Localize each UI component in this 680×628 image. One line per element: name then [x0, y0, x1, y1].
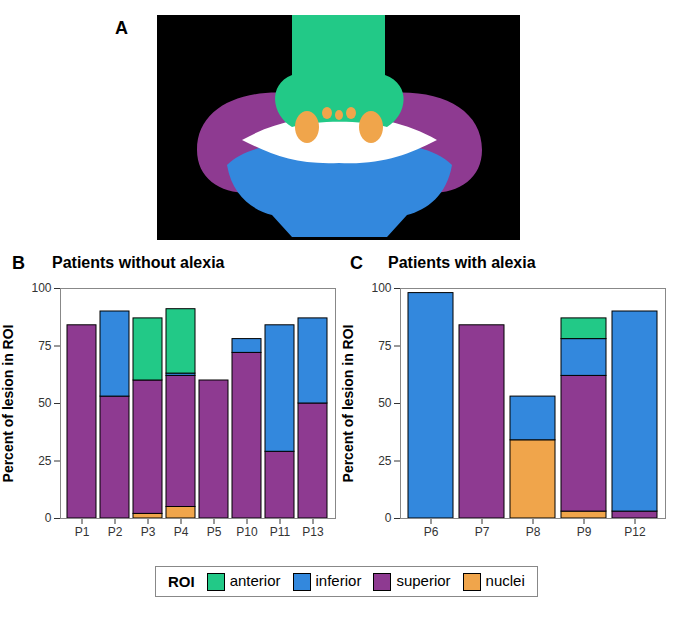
svg-text:P10: P10 — [236, 525, 258, 539]
svg-text:P9: P9 — [577, 525, 592, 539]
html-text:A: A — [115, 18, 128, 38]
svg-text:P7: P7 — [475, 525, 490, 539]
svg-text:0: 0 — [385, 511, 392, 525]
svg-text:100: 100 — [31, 281, 51, 295]
svg-text:75: 75 — [378, 339, 392, 353]
svg-text:0: 0 — [45, 511, 52, 525]
html-text:C: C — [350, 253, 363, 273]
html-text:Patients without alexia: Patients without alexia — [52, 254, 225, 271]
svg-text:50: 50 — [378, 396, 392, 410]
svg-text:P5: P5 — [207, 525, 222, 539]
html-text:ROI: ROI — [168, 573, 195, 590]
svg-text:25: 25 — [38, 454, 52, 468]
svg-text:P1: P1 — [75, 525, 90, 539]
html-text:B: B — [12, 253, 25, 273]
html-text:Patients with alexia: Patients with alexia — [388, 254, 536, 271]
html-text:superior: superior — [396, 572, 451, 589]
svg-text:P3: P3 — [141, 525, 156, 539]
html-text:nuclei: nuclei — [485, 572, 525, 589]
svg-text:P6: P6 — [424, 525, 439, 539]
svg-text:P11: P11 — [270, 525, 291, 539]
svg-text:P13: P13 — [302, 525, 324, 539]
svg-text:P8: P8 — [526, 525, 541, 539]
svg-text:100: 100 — [371, 281, 391, 295]
svg-text:25: 25 — [378, 454, 392, 468]
svg-text:P12: P12 — [624, 525, 646, 539]
html-text:anterior: anterior — [229, 572, 281, 589]
svg-text:Percent of lesion in ROI: Percent of lesion in ROI — [0, 325, 16, 483]
svg-text:P2: P2 — [108, 525, 123, 539]
html-text:inferior: inferior — [315, 572, 362, 589]
svg-text:50: 50 — [38, 396, 52, 410]
svg-text:Percent of lesion in ROI: Percent of lesion in ROI — [340, 325, 356, 483]
svg-text:P4: P4 — [174, 525, 189, 539]
svg-text:75: 75 — [38, 339, 52, 353]
